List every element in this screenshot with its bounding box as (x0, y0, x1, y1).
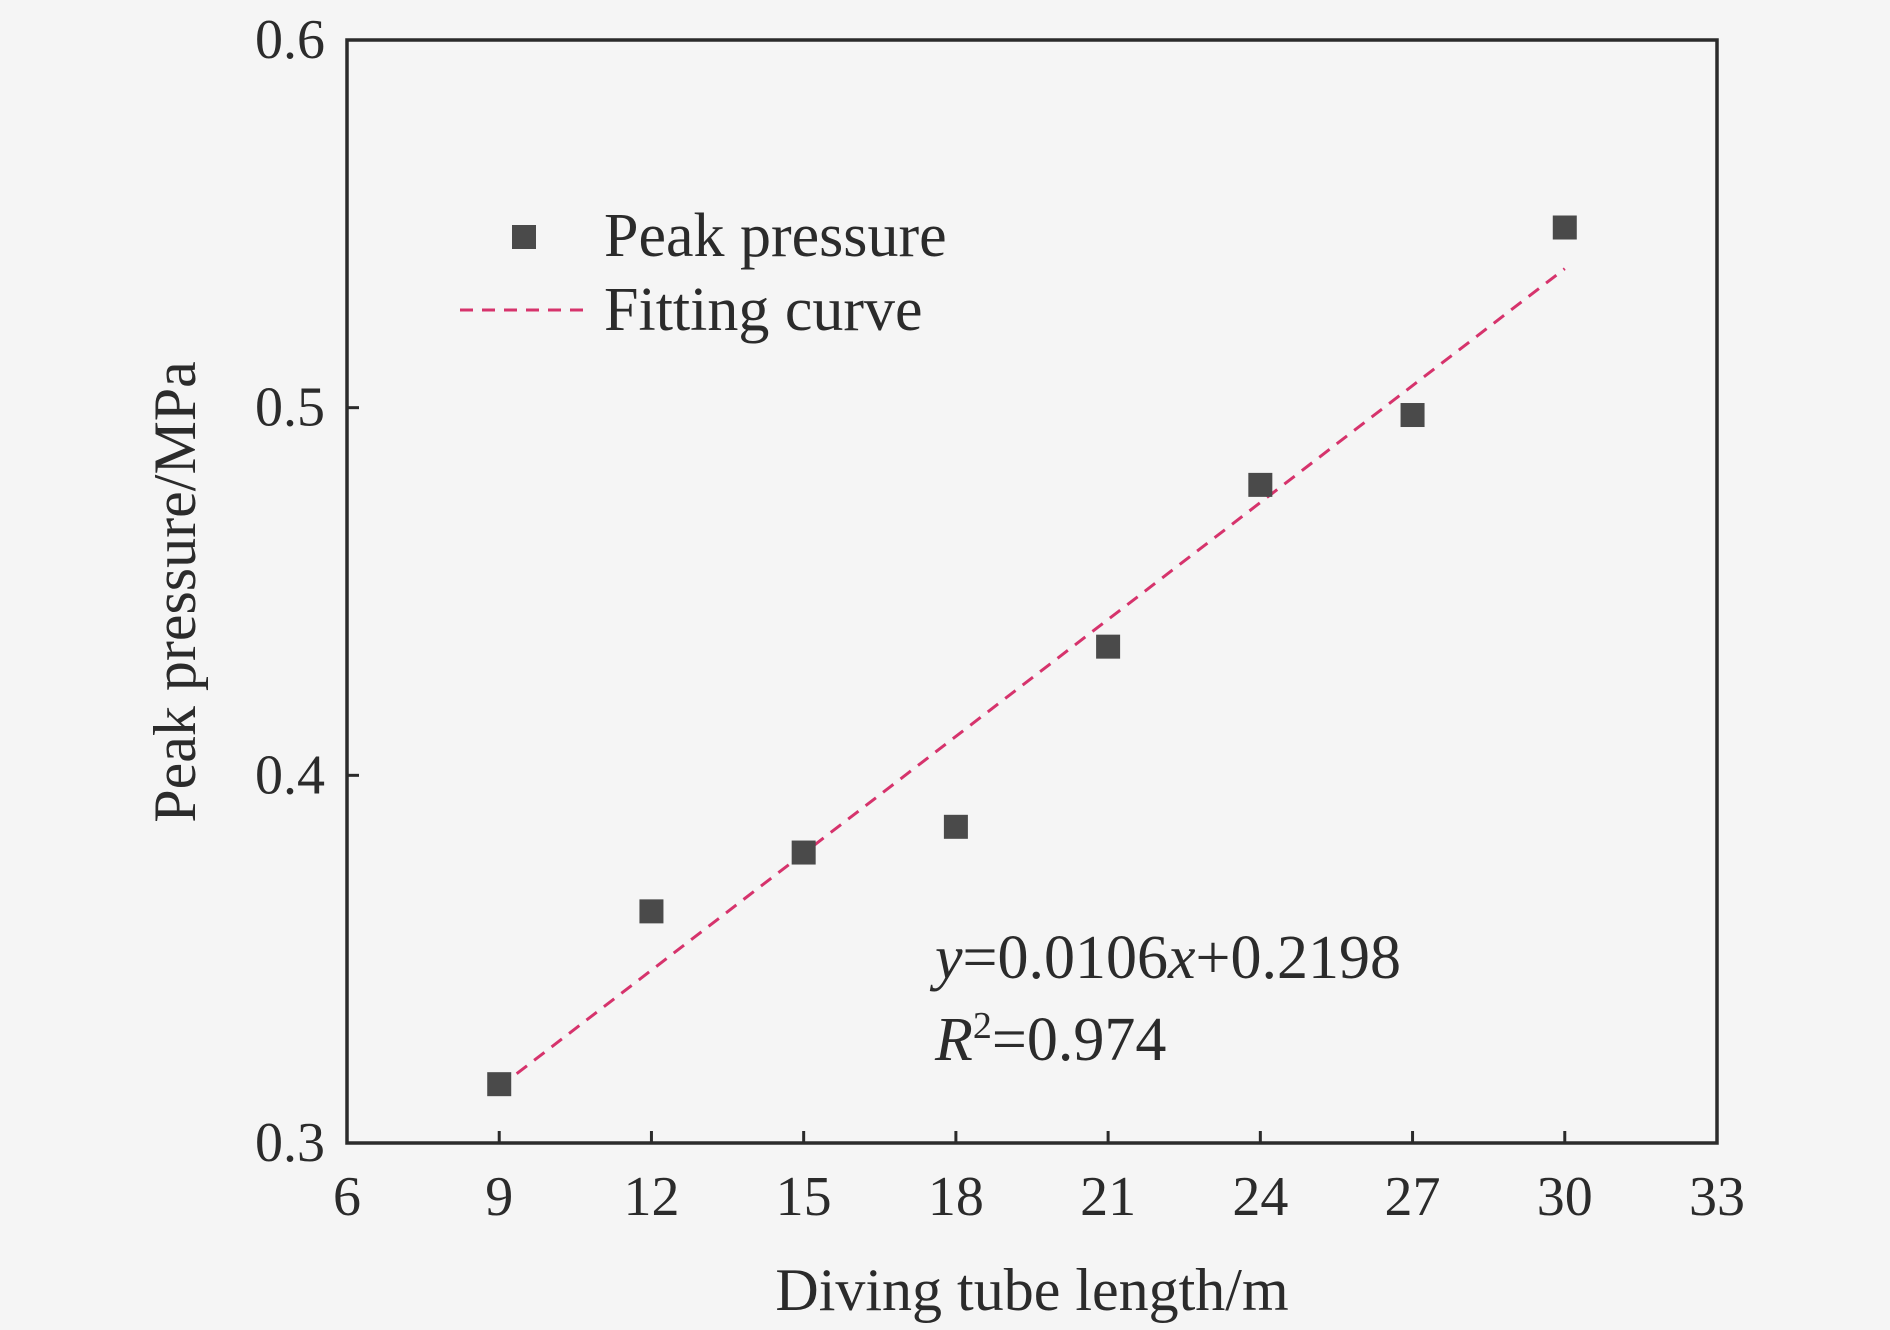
x-tick-label: 12 (623, 1166, 679, 1228)
legend-marker-peak-pressure (512, 225, 536, 249)
data-point (1552, 215, 1577, 240)
x-tick-label: 21 (1080, 1166, 1136, 1228)
y-axis-title: Peak pressure/MPa (142, 361, 208, 823)
x-tick-label: 33 (1689, 1166, 1745, 1228)
plot-frame (345, 38, 1719, 1145)
y-tick-label: 0.4 (255, 744, 325, 806)
data-point (943, 814, 968, 839)
x-tick-label: 30 (1537, 1166, 1593, 1228)
x-tick-label: 6 (333, 1166, 361, 1228)
data-point (639, 899, 664, 924)
x-axis-title: Diving tube length/m (775, 1257, 1288, 1323)
x-axis-ticks: 6 9 12 15 18 21 24 27 30 33 (333, 1131, 1745, 1228)
x-tick-label: 24 (1232, 1166, 1288, 1228)
legend-label-fitting-curve: Fitting curve (604, 276, 923, 344)
fitting-curve-layer (498, 267, 1566, 1089)
data-point (791, 840, 816, 865)
data-point (1400, 403, 1425, 428)
data-points-layer (487, 215, 1577, 1097)
x-tick-label: 15 (776, 1166, 832, 1228)
y-tick-label: 0.3 (255, 1112, 325, 1174)
y-tick-label: 0.6 (255, 9, 325, 71)
data-point (487, 1072, 512, 1097)
y-tick-label: 0.5 (255, 377, 325, 439)
regression-annotation: y=0.0106x+0.2198 R2=0.974 (929, 924, 1401, 1074)
legend: Peak pressure Fitting curve (460, 202, 947, 344)
x-tick-label: 9 (485, 1166, 513, 1228)
r-squared: R2=0.974 (934, 1005, 1166, 1074)
data-point (1248, 472, 1273, 497)
data-point (1096, 634, 1121, 659)
regression-equation: y=0.0106x+0.2198 (929, 924, 1401, 992)
x-tick-label: 27 (1385, 1166, 1441, 1228)
y-axis-ticks: 0.3 0.4 0.5 0.6 (255, 9, 359, 1174)
fitting-curve-line (498, 267, 1566, 1089)
x-tick-label: 18 (928, 1166, 984, 1228)
legend-label-peak-pressure: Peak pressure (604, 202, 947, 270)
